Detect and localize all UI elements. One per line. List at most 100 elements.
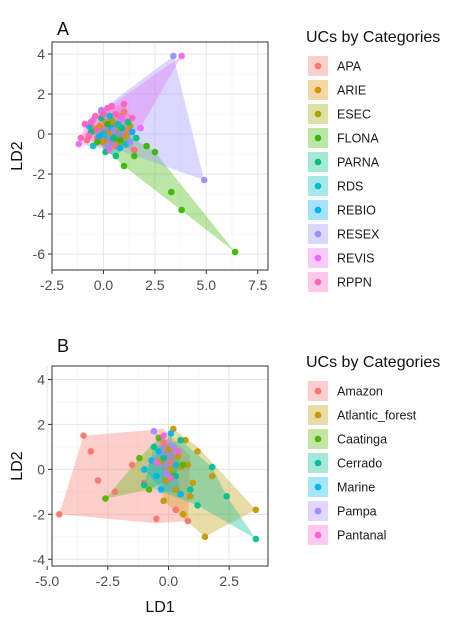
point-flona [231, 248, 239, 256]
legend-marker [314, 531, 322, 539]
point-amazon [160, 439, 167, 446]
point-pantanal [167, 475, 175, 482]
point-rds [89, 142, 97, 150]
point-flona [94, 138, 101, 146]
point-rppn [85, 132, 93, 140]
point-rppn [77, 134, 85, 142]
point-cerrado [177, 436, 184, 444]
point-arie [122, 132, 130, 140]
point-atlantic-forest [182, 436, 189, 444]
legend-item: ARIE [308, 80, 366, 100]
point-atlantic-forest [189, 479, 197, 487]
point-atlantic-forest [194, 448, 201, 455]
point-revis [75, 140, 82, 148]
y-axis-title: LD2 [9, 141, 26, 170]
point-caatinga [136, 454, 143, 462]
legend-item: REBIO [308, 200, 376, 220]
legend-label: Cerrado [337, 457, 382, 471]
point-atlantic-forest [179, 511, 187, 518]
y-tick-label: 0 [37, 461, 45, 477]
point-revis [178, 52, 185, 60]
point-cerrado [172, 472, 180, 480]
legend-label: Caatinga [337, 433, 387, 447]
point-amazon [80, 432, 87, 440]
point-rppn [81, 120, 89, 128]
point-pantanal [160, 432, 167, 440]
point-amazon [128, 461, 136, 469]
point-rppn [94, 126, 101, 134]
legend-marker [314, 387, 322, 395]
legend-label: Pantanal [337, 529, 386, 543]
point-revis [106, 146, 113, 154]
point-marine [140, 466, 148, 473]
point-atlantic-forest [160, 497, 167, 505]
point-amazon [111, 488, 119, 496]
legend-marker [314, 435, 322, 443]
x-tick-label: -5.0 [35, 573, 59, 589]
point-flona [116, 136, 124, 144]
y-tick-label: -2 [33, 166, 46, 182]
point-pampa [150, 427, 158, 435]
point-cerrado [150, 443, 158, 451]
legend-marker [314, 459, 322, 467]
point-amazon [56, 511, 63, 518]
plot-border [51, 41, 269, 271]
y-tick-label: 2 [37, 416, 45, 432]
panel-label: B [57, 336, 69, 356]
x-tick-label: 7.5 [248, 277, 268, 293]
point-marine [155, 448, 163, 455]
legend-marker [314, 134, 322, 142]
legend-label: REBIO [337, 204, 376, 218]
legend-label: RESEX [337, 228, 380, 242]
legend-item: RESEX [308, 224, 380, 244]
legend-label: Atlantic_forest [337, 409, 417, 423]
panel-b: B -5.0 -2.5 0.0 2.5 4 2 0 -2 -4 LD2 LD1 UCs by Categ… [9, 336, 440, 616]
point-marine [153, 472, 160, 480]
y-tick-label: -6 [33, 246, 46, 262]
point-caatinga [145, 486, 153, 493]
x-tick-label: 0.0 [159, 573, 179, 589]
point-cerrado [140, 481, 148, 489]
point-marine [177, 490, 184, 498]
point-atlantic-forest [172, 486, 180, 493]
legend-item: Marine [308, 477, 375, 497]
y-tick-label: 2 [37, 86, 45, 102]
point-cerrado [223, 493, 230, 500]
point-pampa [162, 470, 170, 478]
legend-marker [314, 254, 322, 262]
point-parna [112, 152, 120, 160]
legend-item: Cerrado [308, 453, 382, 473]
point-amazon [167, 459, 175, 466]
x-tick-label: 5.0 [197, 277, 217, 293]
point-parna [133, 134, 140, 142]
legend-marker [314, 278, 322, 286]
legend-item: FLONA [308, 128, 379, 148]
legend-label: RDS [337, 180, 363, 194]
point-resex [110, 126, 117, 134]
point-atlantic-forest [208, 472, 216, 480]
point-amazon [172, 506, 180, 514]
point-atlantic-forest [167, 466, 175, 473]
point-revis [118, 114, 126, 122]
y-tick-label: -2 [33, 506, 46, 522]
point-rppn [108, 102, 115, 110]
legend-title: UCs by Categories [306, 354, 440, 371]
legend-item: ESEC [308, 104, 371, 124]
legend-item: RDS [308, 176, 363, 196]
point-cerrado [252, 535, 260, 543]
legend-marker [314, 411, 322, 419]
point-flona [151, 148, 159, 156]
legend-item: RPPN [308, 272, 372, 292]
point-layer [75, 52, 239, 256]
y-tick-label: 0 [37, 126, 45, 142]
legend: UCs by Categories APA ARIE ESEC FLONA PARNA RD… [306, 29, 440, 292]
point-atlantic-forest [201, 533, 209, 541]
legend-label: ARIE [337, 84, 366, 98]
point-rppn [112, 110, 120, 118]
point-amazon [87, 448, 95, 455]
point-atlantic-forest [184, 461, 192, 469]
legend-item: APA [308, 56, 362, 76]
point-marine [172, 461, 180, 469]
point-resex [170, 52, 177, 60]
legend-label: FLONA [337, 132, 379, 146]
